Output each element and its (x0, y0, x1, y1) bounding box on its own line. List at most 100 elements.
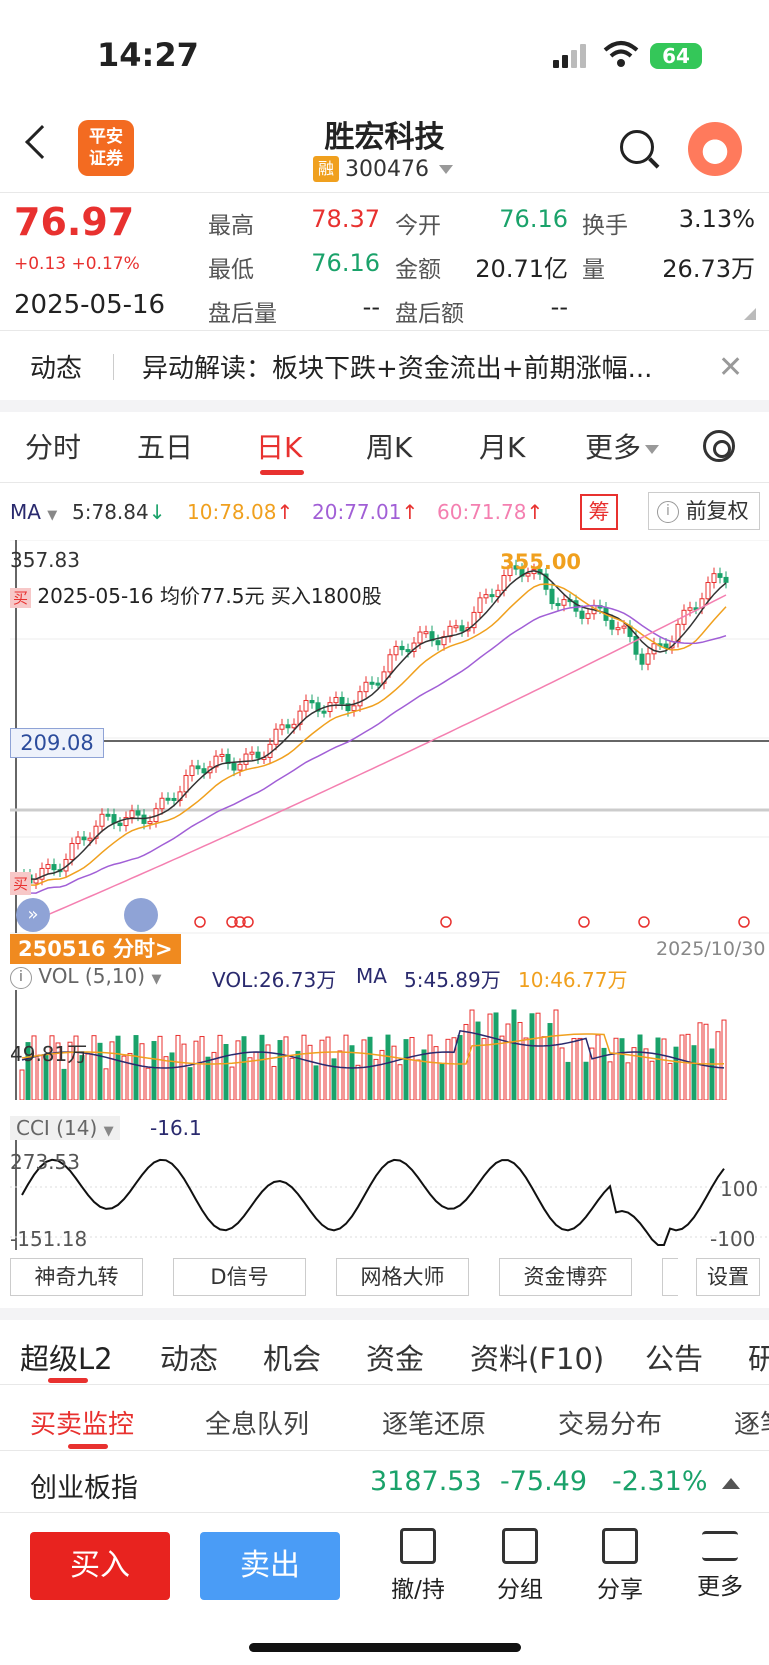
gear-icon[interactable] (703, 430, 735, 462)
volume-bar (571, 1038, 577, 1100)
volume-bar (109, 1041, 115, 1100)
d-signal-button[interactable]: D信号 (173, 1258, 306, 1296)
candle-body (723, 576, 729, 583)
collapse-icon[interactable]: » (16, 898, 50, 932)
tab-full-queue[interactable]: 全息队列 (205, 1410, 310, 1440)
settings-button[interactable]: 设置 (696, 1258, 760, 1296)
tab-dynamics[interactable]: 动态 (160, 1342, 219, 1376)
divider (0, 1308, 769, 1320)
share-button[interactable]: 分享 (580, 1528, 660, 1604)
sell-button[interactable]: 卖出 (200, 1532, 340, 1600)
divider (0, 1450, 769, 1451)
more-button[interactable]: 更多 (680, 1528, 760, 1601)
tool-button-partial[interactable] (662, 1258, 678, 1296)
buy-button[interactable]: 买入 (30, 1532, 170, 1600)
chevron-up-icon[interactable] (722, 1478, 740, 1489)
tab-weekly-k[interactable]: 周K (366, 431, 413, 464)
vol-ma5: 5:45.89万 (404, 968, 501, 992)
stock-name[interactable]: 胜宏科技 (324, 120, 445, 155)
tab-daily-k[interactable]: 日K (256, 431, 303, 464)
candle-body (123, 817, 129, 827)
afterhours-volume-value: -- (362, 293, 380, 321)
stock-code-row[interactable]: 融 300476 (313, 156, 453, 182)
candle-body (687, 607, 693, 611)
tab-announcements[interactable]: 公告 (645, 1342, 704, 1376)
volume-bar (241, 1036, 247, 1100)
tab-intraday[interactable]: 分时 (25, 431, 82, 464)
adjustment-button[interactable]: i 前复权 (648, 492, 760, 530)
volume-bar (553, 1009, 559, 1100)
group-button[interactable]: 分组 (480, 1528, 560, 1604)
chevron-down-icon (438, 164, 453, 174)
volume-bar (703, 1023, 709, 1100)
magic-nine-button[interactable]: 神奇九转 (10, 1258, 143, 1296)
chip-distribution-button[interactable]: 筹 (580, 494, 618, 530)
tab-five-day[interactable]: 五日 (137, 431, 194, 464)
candle-body (201, 768, 207, 774)
event-marker (578, 916, 590, 928)
volume-bar (391, 1045, 397, 1100)
intraday-button[interactable]: 250516 分时> (10, 934, 181, 964)
cancel-hold-button[interactable]: 撤/持 (378, 1528, 458, 1604)
tab-opportunity[interactable]: 机会 (263, 1342, 322, 1376)
broker-logo[interactable]: 平安 证券 (78, 120, 134, 176)
candle-body (99, 813, 105, 827)
volume-bar (91, 1035, 97, 1100)
low-value: 76.16 (311, 249, 380, 277)
volume-bar (565, 1061, 571, 1100)
expand-icon[interactable] (744, 308, 756, 320)
grid-master-button[interactable]: 网格大师 (336, 1258, 469, 1296)
ma20-value: 20:77.01↑ (312, 500, 418, 524)
volume-bar (433, 1046, 439, 1100)
volume-bar (337, 1050, 343, 1100)
news-headline[interactable]: 异动解读：板块下跌+资金流出+前期涨幅... (142, 354, 653, 384)
search-icon[interactable] (620, 130, 654, 164)
volume-bar (295, 1050, 301, 1100)
event-marker (194, 916, 206, 928)
volume-chart[interactable] (0, 990, 769, 1100)
tool-icon[interactable] (124, 898, 158, 932)
volume-bar (121, 1055, 127, 1100)
tab-funds[interactable]: 资金 (366, 1342, 425, 1376)
candle-body (351, 705, 357, 712)
candle-body (195, 765, 201, 770)
volume-bar (103, 1068, 109, 1100)
tab-f10[interactable]: 资料(F10) (470, 1342, 605, 1376)
tab-more[interactable]: 更多 (585, 426, 660, 466)
fund-game-button[interactable]: 资金博弈 (499, 1258, 632, 1296)
candle-body (255, 751, 261, 759)
news-tag[interactable]: 动态 (30, 354, 83, 384)
tab-super-l2[interactable]: 超级L2 (20, 1342, 113, 1376)
cci-chart[interactable] (0, 1140, 769, 1250)
signal-icon (553, 44, 589, 68)
tab-tick-more[interactable]: 逐笔 (734, 1410, 769, 1440)
vol-selector[interactable]: i VOL (5,10) ▼ (10, 964, 161, 989)
index-name[interactable]: 创业板指 (30, 1473, 138, 1504)
ma60-text: 60:71.78 (437, 500, 527, 524)
volume-bar (691, 1045, 697, 1100)
folder-icon (502, 1528, 538, 1564)
tab-tick-replay[interactable]: 逐笔还原 (382, 1410, 487, 1440)
ma-label[interactable]: MA ▼ (10, 500, 57, 524)
volume-bar (19, 1069, 25, 1100)
candle-body (375, 682, 381, 686)
tab-trade-monitor[interactable]: 买卖监控 (30, 1410, 135, 1440)
volume-bar (673, 1046, 679, 1100)
candle-body (303, 699, 309, 712)
tab-monthly-k[interactable]: 月K (479, 431, 526, 464)
volume-bar (517, 1021, 523, 1100)
candle-body (219, 753, 225, 757)
candle-body (315, 702, 321, 712)
candle-body (651, 643, 657, 655)
avatar[interactable] (688, 122, 742, 176)
separator (113, 354, 114, 380)
candle-body (507, 565, 513, 577)
divider (0, 482, 769, 483)
volume-bar (679, 1034, 685, 1100)
cci-selector[interactable]: CCI (14) ▼ (10, 1116, 120, 1140)
tab-research[interactable]: 研 (748, 1342, 769, 1376)
volume-bar (457, 1035, 463, 1100)
close-icon[interactable]: ✕ (718, 350, 744, 385)
tab-trade-distribution[interactable]: 交易分布 (558, 1410, 663, 1440)
candle-body (237, 763, 243, 771)
